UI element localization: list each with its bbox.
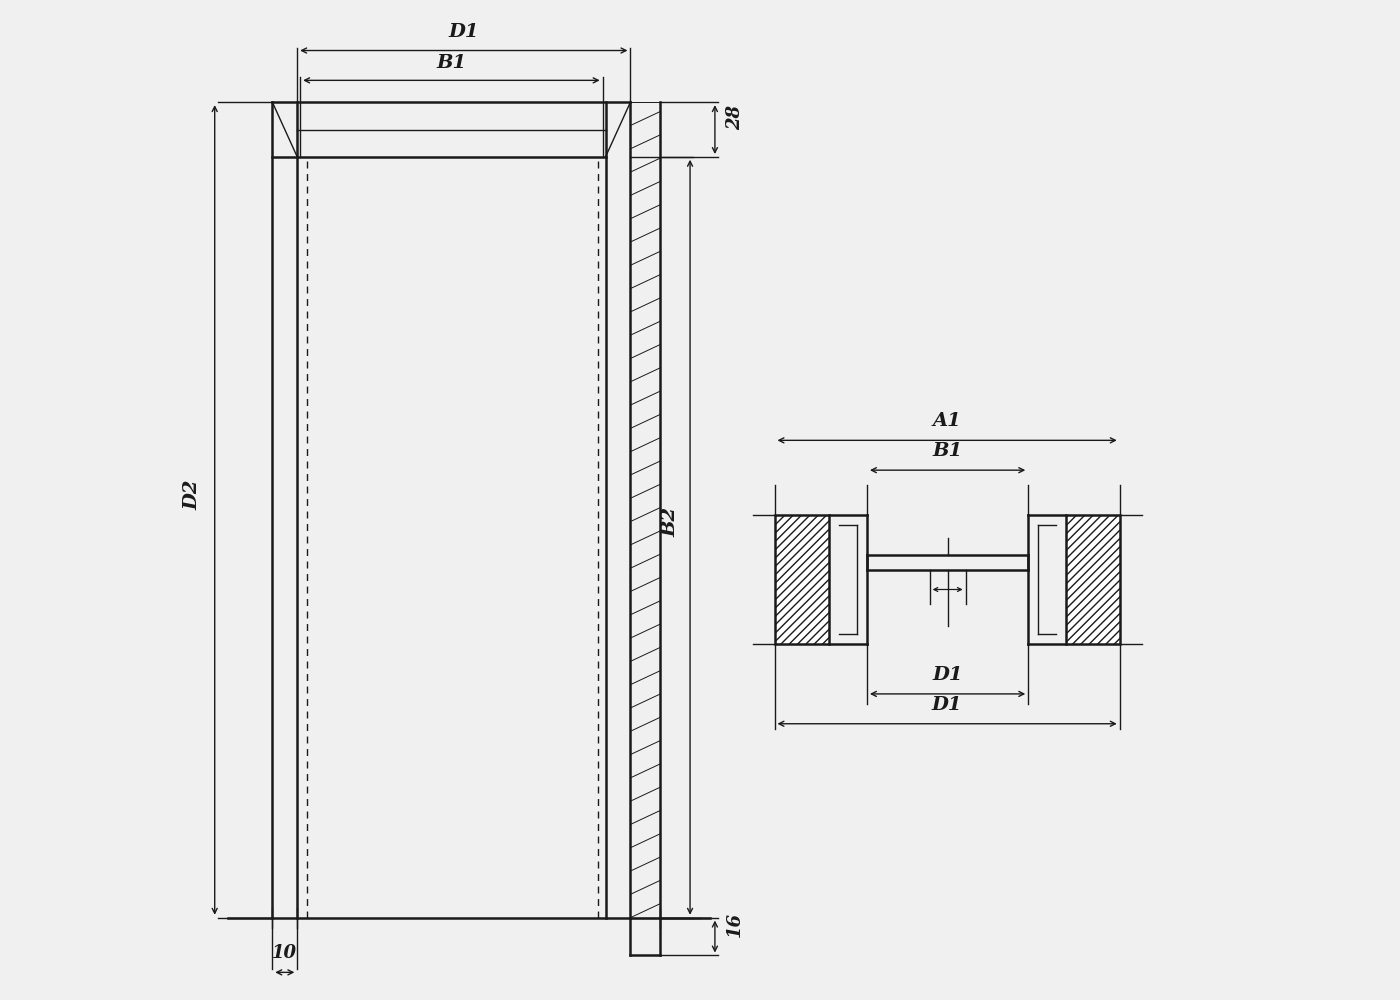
Bar [774, 515, 829, 644]
Bar [1065, 515, 1120, 644]
Text: 16: 16 [725, 912, 743, 937]
Text: B1: B1 [932, 442, 963, 460]
Text: A1: A1 [932, 412, 962, 430]
Text: B1: B1 [437, 54, 466, 72]
Text: B2: B2 [661, 507, 679, 537]
Text: 10: 10 [273, 944, 297, 962]
Text: D2: D2 [183, 479, 202, 510]
Text: D1: D1 [932, 696, 962, 714]
Text: D1: D1 [448, 23, 479, 41]
Text: D1: D1 [932, 666, 963, 684]
Text: 28: 28 [725, 105, 743, 130]
